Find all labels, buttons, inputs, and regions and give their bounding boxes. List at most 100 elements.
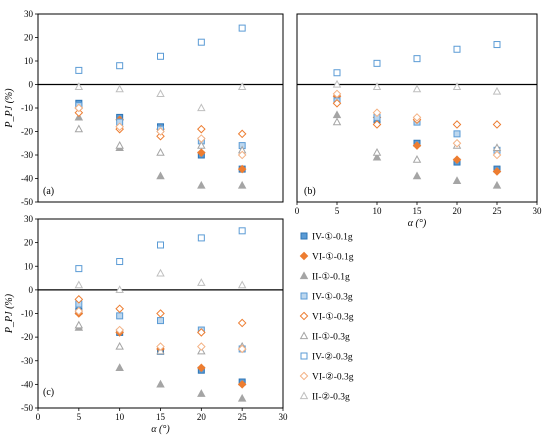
y-tick-label: -10	[21, 309, 33, 319]
data-point	[333, 69, 341, 77]
y-axis-label: P_PJ (%)	[4, 293, 15, 334]
legend-marker	[300, 292, 308, 300]
y-tick-label: 10	[24, 56, 34, 66]
data-point	[115, 285, 124, 293]
data-point	[492, 143, 502, 152]
data-point	[412, 155, 422, 163]
y-tick-label: 20	[24, 33, 34, 43]
data-point	[74, 124, 84, 133]
legend-marker	[299, 271, 309, 280]
data-point	[75, 265, 83, 273]
data-point	[74, 320, 84, 329]
legend-marker	[300, 352, 308, 360]
data-point	[197, 234, 205, 242]
legend-label: VI-①-0.3g	[312, 312, 354, 323]
series-4	[332, 98, 502, 129]
data-point	[237, 280, 247, 289]
data-point	[372, 120, 382, 129]
series-2	[332, 110, 502, 189]
y-tick-label: 0	[29, 285, 34, 295]
data-point	[156, 89, 165, 97]
legend-label: VI-②-0.3g	[312, 372, 354, 383]
y-tick-label: -20	[21, 332, 33, 342]
legend-marker	[299, 251, 309, 261]
data-point	[413, 55, 421, 63]
data-point	[197, 134, 206, 143]
legend-marker	[299, 311, 309, 321]
x-tick-label: 10	[115, 412, 125, 422]
data-point	[156, 309, 165, 318]
data-point	[453, 45, 461, 53]
series-6	[333, 41, 501, 77]
data-point	[372, 148, 382, 156]
data-point	[237, 393, 247, 402]
data-point	[332, 98, 342, 108]
data-point	[197, 124, 206, 134]
x-tick-label: 30	[279, 412, 289, 422]
x-axis-label: α (°)	[151, 424, 170, 435]
series-4	[74, 295, 247, 337]
y-tick-label: -30	[21, 356, 33, 366]
data-point	[156, 268, 165, 277]
data-point	[332, 89, 342, 99]
data-point	[412, 141, 422, 150]
series-7	[74, 103, 247, 160]
series-5	[74, 124, 247, 156]
x-tick-label: 0	[295, 206, 300, 216]
data-point	[237, 344, 247, 354]
legend-entry: II-①-0.1g	[299, 271, 350, 283]
legend-label: IV-②-0.3g	[312, 352, 353, 363]
data-point	[157, 317, 164, 325]
y-tick-label: -50	[21, 403, 33, 413]
series-8	[332, 79, 502, 95]
data-point	[373, 59, 381, 67]
data-point	[74, 295, 84, 304]
x-tick-label: 20	[453, 206, 463, 216]
legend: IV-①-0.1g VI-①-0.1g II-①-0.1g IV-①-0.3g VI-①…	[299, 232, 354, 403]
x-tick-label: 30	[533, 206, 543, 216]
data-point	[115, 140, 124, 149]
data-point	[332, 79, 342, 88]
data-point	[157, 241, 164, 249]
data-point	[74, 306, 84, 316]
data-point	[156, 148, 165, 156]
y-tick-label: 0	[29, 80, 34, 90]
x-tick-label: 10	[373, 206, 383, 216]
data-point	[157, 52, 164, 60]
data-point	[197, 148, 206, 157]
data-point	[492, 86, 502, 95]
panel-label: (c)	[43, 387, 54, 398]
data-point	[237, 82, 247, 90]
data-point	[115, 84, 124, 93]
data-point	[452, 176, 462, 184]
legend-entry: VI-①-0.3g	[299, 311, 354, 323]
data-point	[75, 66, 83, 74]
data-point	[74, 82, 84, 90]
data-point	[237, 129, 247, 139]
data-point	[116, 312, 124, 320]
series-7	[332, 89, 502, 160]
data-point	[156, 127, 165, 136]
data-point	[412, 171, 422, 180]
panel-a-chart: 30 20 10 0 -10 -20 -30 -40 -50 (a) P_PJ (%)	[4, 9, 284, 207]
y-tick-label: -50	[21, 197, 33, 207]
x-axis-label: α (°)	[408, 218, 427, 229]
data-point	[452, 155, 462, 165]
legend-entry: IV-①-0.1g	[300, 232, 353, 243]
legend-label: IV-①-0.3g	[312, 292, 353, 303]
data-point	[74, 108, 84, 118]
data-point	[156, 379, 165, 388]
series-6	[75, 227, 246, 273]
data-point	[116, 258, 124, 266]
y-tick-label: -40	[21, 174, 33, 184]
data-point	[372, 152, 382, 161]
data-point	[156, 171, 165, 180]
data-point	[156, 342, 165, 351]
data-point	[197, 342, 206, 351]
legend-entry: IV-①-0.3g	[300, 292, 353, 303]
y-tick-label: -30	[21, 150, 33, 160]
data-point	[197, 103, 206, 112]
data-point	[238, 24, 246, 32]
data-point	[116, 62, 124, 70]
